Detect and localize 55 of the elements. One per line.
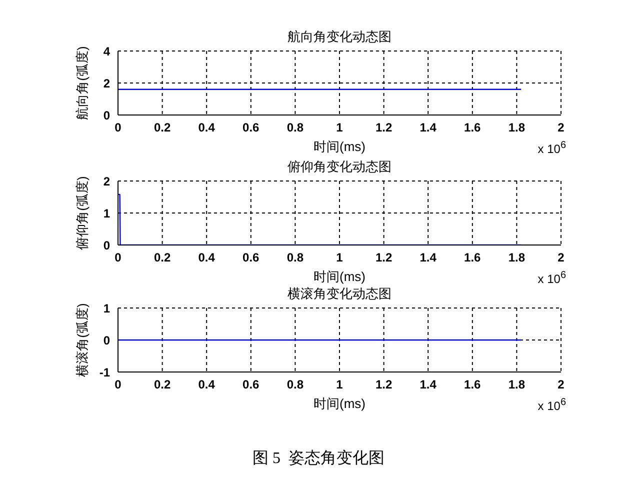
x-axis-title: 时间(ms) bbox=[314, 396, 366, 411]
y-tick-label: 1 bbox=[103, 206, 110, 220]
y-axis-title: 俯仰角(弧度) bbox=[74, 176, 90, 250]
y-tick-label: 1 bbox=[103, 301, 110, 316]
chart-title: 俯仰角变化动态图 bbox=[286, 158, 392, 176]
x-tick-label: 0.2 bbox=[154, 250, 171, 265]
x-tick-label: 1.2 bbox=[375, 120, 392, 135]
x-tick-label: 1.8 bbox=[508, 120, 526, 135]
y-tick-label: 2 bbox=[103, 174, 110, 188]
x-tick-label: 0 bbox=[114, 250, 122, 265]
x-tick-label: 1.4 bbox=[420, 378, 437, 392]
x-tick-label: 0.6 bbox=[242, 120, 260, 135]
x-tick-label: 1 bbox=[336, 378, 344, 392]
chart-title: 横滚角变化动态图 bbox=[286, 285, 392, 303]
text: x 10$^{6}$ bbox=[538, 270, 566, 286]
x-tick-label: 1 bbox=[336, 250, 344, 265]
x-tick-label: 1.4 bbox=[420, 250, 437, 265]
y-tick-label: -1 bbox=[99, 365, 110, 380]
x-tick-label: 0.2 bbox=[154, 378, 171, 392]
y-axis-title: 航向角(弧度) bbox=[74, 46, 90, 120]
x-tick-label: 1.6 bbox=[464, 378, 482, 392]
chart-title: 航向角变化动态图 bbox=[286, 28, 392, 46]
text: x 10$^{6}$ bbox=[538, 140, 566, 156]
x-tick-label: 0.4 bbox=[198, 120, 216, 135]
x-tick-label: 0.2 bbox=[154, 120, 171, 135]
x-tick-label: 0.6 bbox=[242, 378, 260, 392]
x-tick-label: 0 bbox=[114, 120, 122, 135]
x-tick-label: 0.6 bbox=[242, 250, 260, 265]
x-tick-label: 1.6 bbox=[464, 120, 482, 135]
x-tick-label: 0.4 bbox=[198, 250, 216, 265]
x-tick-label: 1.2 bbox=[375, 250, 392, 265]
x-tick-label: 1 bbox=[336, 120, 344, 135]
x-tick-label: 2 bbox=[558, 120, 565, 135]
x-tick-label: 1.2 bbox=[375, 378, 392, 392]
x-tick-label: 1.6 bbox=[464, 250, 482, 265]
y-axis-title: 横滚角(弧度) bbox=[74, 303, 90, 377]
x-axis-title: 时间(ms) bbox=[314, 139, 366, 154]
x-tick-label: 0.8 bbox=[286, 250, 304, 265]
x-tick-label: 1.4 bbox=[420, 120, 437, 135]
x-tick-label: 0.4 bbox=[198, 378, 216, 392]
y-tick-label: 4 bbox=[103, 44, 110, 58]
x-tick-label: 2 bbox=[558, 250, 565, 265]
text: x 10$^{6}$ bbox=[538, 397, 566, 413]
x-tick-label: 2 bbox=[558, 378, 565, 392]
y-tick-label: 0 bbox=[103, 333, 110, 348]
x-tick-label: 1.8 bbox=[508, 378, 526, 392]
y-tick-label: 0 bbox=[103, 108, 110, 122]
y-tick-label: 0 bbox=[103, 238, 110, 252]
x-tick-label: 1.8 bbox=[508, 250, 526, 265]
x-tick-label: 0.8 bbox=[286, 378, 304, 392]
y-tick-label: 2 bbox=[103, 76, 110, 90]
caption: 图 5 姿态角变化图 bbox=[252, 448, 386, 469]
x-axis-title: 时间(ms) bbox=[314, 269, 366, 284]
x-tick-label: 0 bbox=[114, 378, 122, 392]
x-tick-label: 0.8 bbox=[286, 120, 304, 135]
